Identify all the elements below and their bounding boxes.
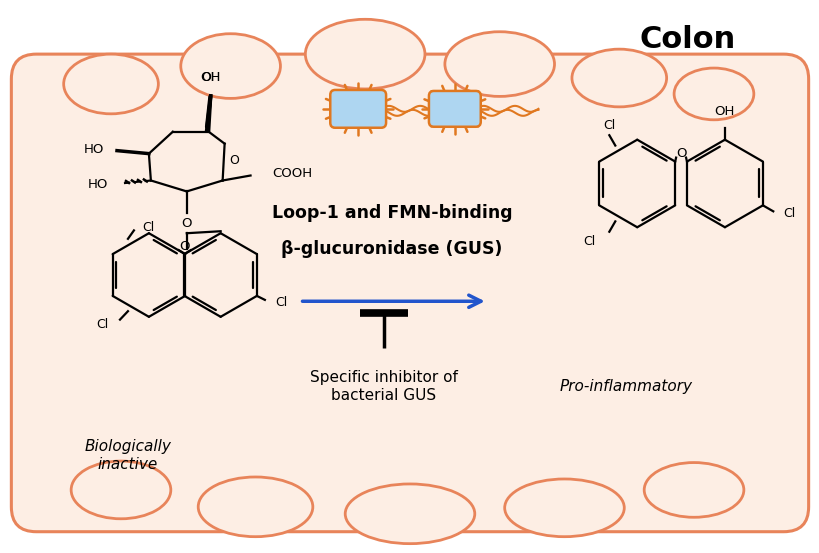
Ellipse shape xyxy=(504,479,623,536)
Text: β-glucuronidase (GUS): β-glucuronidase (GUS) xyxy=(281,240,502,258)
Text: Cl: Cl xyxy=(603,119,615,132)
Ellipse shape xyxy=(305,19,424,89)
Text: O: O xyxy=(229,154,239,167)
Text: Pro-inflammatory: Pro-inflammatory xyxy=(559,379,692,394)
FancyBboxPatch shape xyxy=(428,91,480,127)
Text: HO: HO xyxy=(84,143,104,156)
Text: Cl: Cl xyxy=(582,235,595,248)
Text: OH: OH xyxy=(201,71,220,84)
Text: COOH: COOH xyxy=(272,167,312,180)
Text: OH: OH xyxy=(201,71,220,84)
Text: Specific inhibitor of
bacterial GUS: Specific inhibitor of bacterial GUS xyxy=(310,371,457,403)
Ellipse shape xyxy=(71,461,170,519)
Text: O: O xyxy=(179,239,190,253)
Text: O: O xyxy=(181,217,192,229)
Text: Loop-1 and FMN-binding: Loop-1 and FMN-binding xyxy=(271,204,512,222)
Text: Colon: Colon xyxy=(639,25,735,54)
FancyBboxPatch shape xyxy=(330,90,386,128)
Ellipse shape xyxy=(345,484,474,544)
FancyBboxPatch shape xyxy=(11,54,808,532)
Ellipse shape xyxy=(64,54,158,114)
Text: Biologically
inactive: Biologically inactive xyxy=(84,439,171,472)
Text: HO: HO xyxy=(88,178,108,191)
Ellipse shape xyxy=(644,462,743,517)
Ellipse shape xyxy=(198,477,313,536)
Text: Cl: Cl xyxy=(142,221,154,234)
Ellipse shape xyxy=(673,68,753,120)
Text: O: O xyxy=(675,147,686,160)
Ellipse shape xyxy=(180,34,280,98)
Text: Cl: Cl xyxy=(274,296,287,309)
Ellipse shape xyxy=(571,49,666,107)
Text: Cl: Cl xyxy=(782,207,794,220)
Text: Cl: Cl xyxy=(96,318,108,331)
Text: OH: OH xyxy=(714,105,734,118)
Ellipse shape xyxy=(445,32,554,96)
